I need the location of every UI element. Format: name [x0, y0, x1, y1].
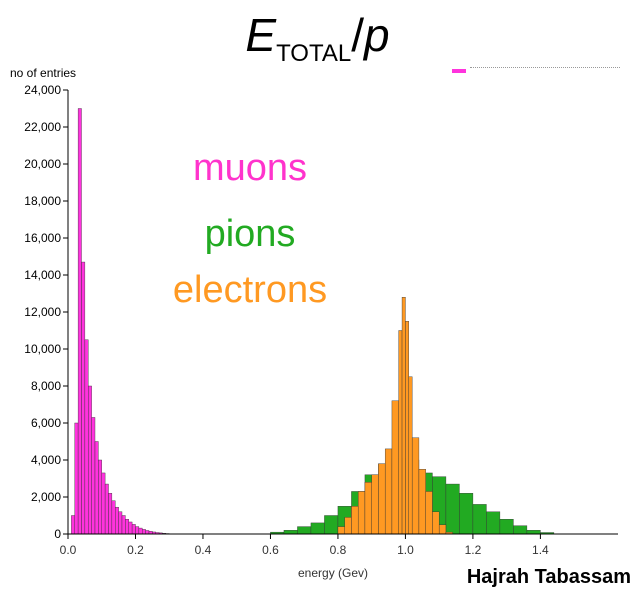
bar-muons [108, 493, 113, 535]
author-credit: Hajrah Tabassam [466, 566, 631, 588]
bar-muons [142, 529, 146, 535]
y-tick-label: 14,000 [24, 268, 61, 282]
bar-muons [118, 511, 123, 535]
bar-muons [84, 339, 89, 535]
chart-axes: 0 2,000 4,000 6,000 8,000 10,000 12,000 14,000 1… [24, 83, 618, 557]
bar-pions [310, 522, 325, 535]
legend-swatch [452, 69, 466, 73]
x-tick-label: 1.4 [532, 543, 549, 557]
x-tick-label: 0.4 [195, 543, 212, 557]
y-tick-label: 24,000 [24, 83, 61, 97]
bar-pions [283, 530, 298, 535]
bar-electrons [401, 297, 406, 535]
bar-pions [499, 519, 514, 535]
bar-electrons [371, 474, 379, 535]
y-axis-label: no of entries [10, 66, 77, 80]
bar-muons [115, 506, 119, 535]
x-tick-label: 1.0 [397, 543, 414, 557]
bar-muons [121, 515, 126, 535]
bar-electrons [411, 437, 420, 535]
chart-title: ETOTAL/p [0, 8, 635, 68]
bar-muons [81, 261, 86, 535]
x-axis-label: energy (Gev) [298, 566, 369, 580]
y-tick-label: 8,000 [31, 379, 61, 393]
bar-muons [74, 422, 79, 535]
bar-muons [111, 500, 116, 535]
bar-muons [128, 521, 133, 535]
bar-muons [91, 417, 96, 535]
bar-pions [472, 504, 487, 535]
bar-pions [486, 511, 501, 535]
x-tick-label: 0.8 [330, 543, 347, 557]
title-energy-symbol: E [245, 9, 277, 61]
bar-muons [94, 441, 99, 535]
legend-entry-line [470, 67, 620, 71]
bar-electrons [438, 524, 447, 535]
y-tick-label: 4,000 [31, 453, 61, 467]
title-momentum-symbol: p [364, 9, 390, 61]
annotation-muons: muons [192, 147, 308, 189]
annotation-electrons: electrons [172, 269, 328, 311]
bar-muons [88, 385, 92, 535]
bar-muons [71, 515, 75, 535]
y-tick-label: 22,000 [24, 120, 61, 134]
title-subscript: TOTAL [276, 40, 352, 67]
bar-muons [98, 459, 102, 535]
bar-electrons [391, 400, 399, 535]
bar-muons [101, 472, 106, 535]
bar-electrons [384, 448, 393, 535]
x-tick-label: 0.6 [262, 543, 279, 557]
y-tick-label: 12,000 [24, 305, 61, 319]
x-tick-label: 1.2 [465, 543, 482, 557]
bar-muons [77, 108, 82, 535]
annotation-pions: pions [204, 213, 296, 255]
bar-electrons [418, 469, 426, 535]
y-tick-label: 16,000 [24, 231, 61, 245]
bar-electrons [337, 526, 345, 535]
bar-electrons [357, 491, 366, 535]
bar-electrons [432, 511, 440, 535]
bar-muons [138, 527, 143, 535]
title-slash: / [351, 9, 364, 61]
bar-electrons [351, 506, 359, 535]
bar-electrons [408, 376, 413, 535]
bar-electrons [344, 517, 352, 535]
bar-muons [145, 530, 150, 535]
bar-electrons [405, 321, 409, 535]
bar-muons [125, 519, 129, 535]
bar-pions [526, 530, 541, 535]
histogram-bars [71, 108, 555, 535]
bar-pions [513, 525, 528, 535]
bar-electrons [398, 330, 403, 535]
bar-pions [445, 483, 460, 535]
bar-muons [131, 524, 136, 535]
bar-muons [104, 483, 109, 535]
y-tick-label: 2,000 [31, 490, 61, 504]
bar-electrons [364, 482, 372, 535]
bar-electrons [425, 491, 433, 535]
y-tick-label: 6,000 [31, 416, 61, 430]
bar-pions [459, 493, 474, 535]
bar-muons [135, 526, 140, 535]
bar-electrons [378, 463, 386, 535]
bar-pions [297, 526, 312, 535]
bar-pions [324, 515, 339, 535]
x-tick-label: 0.2 [127, 543, 144, 557]
y-tick-label: 10,000 [24, 342, 61, 356]
y-tick-label: 0 [54, 527, 61, 541]
y-tick-label: 20,000 [24, 157, 61, 171]
y-tick-label: 18,000 [24, 194, 61, 208]
x-tick-label: 0.0 [60, 543, 77, 557]
